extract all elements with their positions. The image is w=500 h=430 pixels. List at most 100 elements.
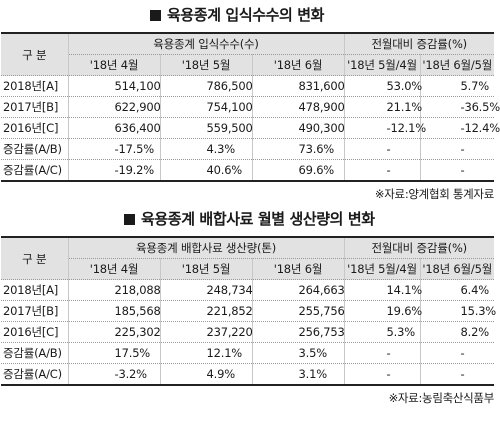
table2-col-header: '18년 5월: [159, 258, 253, 280]
table-cell: 255,756: [251, 300, 345, 322]
table-cell: -: [343, 138, 421, 160]
table2-col-header: '18년 4월: [68, 258, 161, 280]
table-cell: 786,500: [159, 75, 253, 97]
table-row: 2018년[A] 218,088 248,734 264,663 14.1% 6…: [1, 279, 495, 301]
table-row: 증감률(A/C) -3.2% 4.9% 3.1% - -: [1, 363, 495, 386]
table2-header-row-1: 구 분 육용종계 배합사료 생산량(톤) 전월대비 증감률(%): [1, 236, 495, 280]
row-label: 2017년[B]: [1, 96, 69, 118]
row-label: 2018년[A]: [1, 75, 69, 97]
table-cell: 4.3%: [159, 138, 253, 160]
table-cell: -: [343, 342, 421, 364]
table-cell: -: [419, 159, 495, 182]
table1-col-header: '18년 4월: [68, 54, 161, 76]
table-cell: 264,663: [251, 279, 345, 301]
table-cell: 4.9%: [159, 363, 253, 386]
table-cell: 514,100: [67, 75, 161, 97]
table-cell: -: [343, 363, 421, 386]
table-cell: -: [419, 363, 495, 386]
table-cell: 221,852: [159, 300, 253, 322]
table-cell: 5.3%: [343, 321, 421, 343]
table2-col-header: '18년 5월/4월: [343, 258, 421, 280]
table-row: 증감률(A/C) -19.2% 40.6% 69.6% - -: [1, 159, 495, 182]
table1-col-header: '18년 5월: [159, 54, 253, 76]
table-row: 2016년[C] 636,400 559,500 490,300 -12.1% …: [1, 117, 500, 139]
table-cell: 185,568: [67, 300, 161, 322]
table1-col-header: '18년 6월: [251, 54, 345, 76]
table-cell: -: [419, 138, 495, 160]
table-cell: 19.6%: [343, 300, 422, 322]
table2-header-change-group: 전월대비 증감률(%): [343, 236, 495, 259]
table-cell: 21.1%: [343, 96, 422, 118]
table-cell: 754,100: [159, 96, 253, 118]
table2-header-category: 구 분: [1, 236, 69, 280]
table-cell: 218,088: [67, 279, 161, 301]
table2-title: 육용종계 배합사료 월별 생산량의 변화: [0, 207, 500, 231]
row-label: 2017년[B]: [1, 300, 69, 322]
row-label: 2018년[A]: [1, 279, 69, 301]
table-row: 2017년[B] 185,568 221,852 255,756 19.6% 1…: [1, 300, 496, 322]
table2-title-text: 육용종계 배합사료 월별 생산량의 변화: [141, 210, 375, 228]
table1-source-note: ※자료:양계협회 통계자료: [374, 187, 494, 201]
table-cell: 8.2%: [419, 321, 495, 343]
table-cell: 636,400: [67, 117, 161, 139]
table-cell: -: [343, 159, 421, 182]
table-cell: -17.5%: [67, 138, 161, 160]
table1-header-main-group: 육용종계 입식수수(수): [67, 32, 345, 55]
table-cell: 3.1%: [251, 363, 345, 386]
row-label: 증감률(A/B): [1, 138, 69, 160]
table1-title: 육용종계 입식수수의 변화: [0, 3, 500, 27]
table-cell: 3.5%: [251, 342, 345, 364]
table-cell: 5.7%: [419, 75, 495, 97]
table1-title-text: 육용종계 입식수수의 변화: [167, 6, 325, 24]
table2: 구 분 육용종계 배합사료 생산량(톤) 전월대비 증감률(%) '18년 4월…: [1, 236, 496, 386]
table-cell: -12.4%: [419, 117, 500, 139]
table-cell: 12.1%: [159, 342, 253, 364]
table-cell: 622,900: [67, 96, 161, 118]
table2-col-header: '18년 6월: [251, 258, 345, 280]
square-bullet-icon: [124, 214, 135, 225]
table-cell: 6.4%: [419, 279, 495, 301]
table2-col-header: '18년 6월/5월: [419, 258, 495, 280]
table1: 구 분 육용종계 입식수수(수) 전월대비 증감률(%) '18년 4월 '18…: [1, 32, 500, 182]
table-cell: 490,300: [251, 117, 345, 139]
table-cell: -: [419, 342, 495, 364]
table-cell: 69.6%: [251, 159, 345, 182]
table-cell: 559,500: [159, 117, 253, 139]
table-row: 증감률(A/B) 17.5% 12.1% 3.5% - -: [1, 342, 495, 364]
table-cell: 14.1%: [343, 279, 422, 301]
table-cell: -19.2%: [67, 159, 161, 182]
table-cell: 53.0%: [343, 75, 422, 97]
row-label: 증감률(A/B): [1, 342, 69, 364]
table-cell: 73.6%: [251, 138, 345, 160]
table-cell: 248,734: [159, 279, 253, 301]
table2-header-main-group: 육용종계 배합사료 생산량(톤): [67, 236, 345, 259]
table1-header-change-group: 전월대비 증감률(%): [343, 32, 495, 55]
table1-header-row-2: '18년 4월 '18년 5월 '18년 6월 '18년 5월/4월 '18년 …: [1, 54, 495, 76]
table-cell: 831,600: [251, 75, 345, 97]
table2-header-row-2: '18년 4월 '18년 5월 '18년 6월 '18년 5월/4월 '18년 …: [1, 258, 495, 280]
table1-header-category: 구 분: [1, 32, 69, 76]
table-cell: 17.5%: [67, 342, 161, 364]
table1-header-row-1: 구 분 육용종계 입식수수(수) 전월대비 증감률(%): [1, 32, 495, 76]
square-bullet-icon: [150, 10, 161, 21]
table-cell: -36.5%: [419, 96, 500, 118]
table-cell: -3.2%: [67, 363, 161, 386]
table1-col-header: '18년 5월/4월: [343, 54, 421, 76]
table-row: 증감률(A/B) -17.5% 4.3% 73.6% - -: [1, 138, 495, 160]
row-label: 증감률(A/C): [1, 159, 69, 182]
table-row: 2018년[A] 514,100 786,500 831,600 53.0% 5…: [1, 75, 495, 97]
table-row: 2017년[B] 622,900 754,100 478,900 21.1% -…: [1, 96, 500, 118]
row-label: 2016년[C]: [1, 117, 69, 139]
table-cell: -12.1%: [343, 117, 426, 139]
table-cell: 478,900: [251, 96, 345, 118]
table2-source-note: ※자료:농림축산식품부: [388, 391, 495, 405]
row-label: 증감률(A/C): [1, 363, 69, 386]
table1-col-header: '18년 6월/5월: [419, 54, 495, 76]
table-cell: 15.3%: [419, 300, 496, 322]
table-cell: 256,753: [251, 321, 345, 343]
table-row: 2016년[C] 225,302 237,220 256,753 5.3% 8.…: [1, 321, 495, 343]
table-cell: 225,302: [67, 321, 161, 343]
table-cell: 40.6%: [159, 159, 253, 182]
row-label: 2016년[C]: [1, 321, 69, 343]
table-cell: 237,220: [159, 321, 253, 343]
